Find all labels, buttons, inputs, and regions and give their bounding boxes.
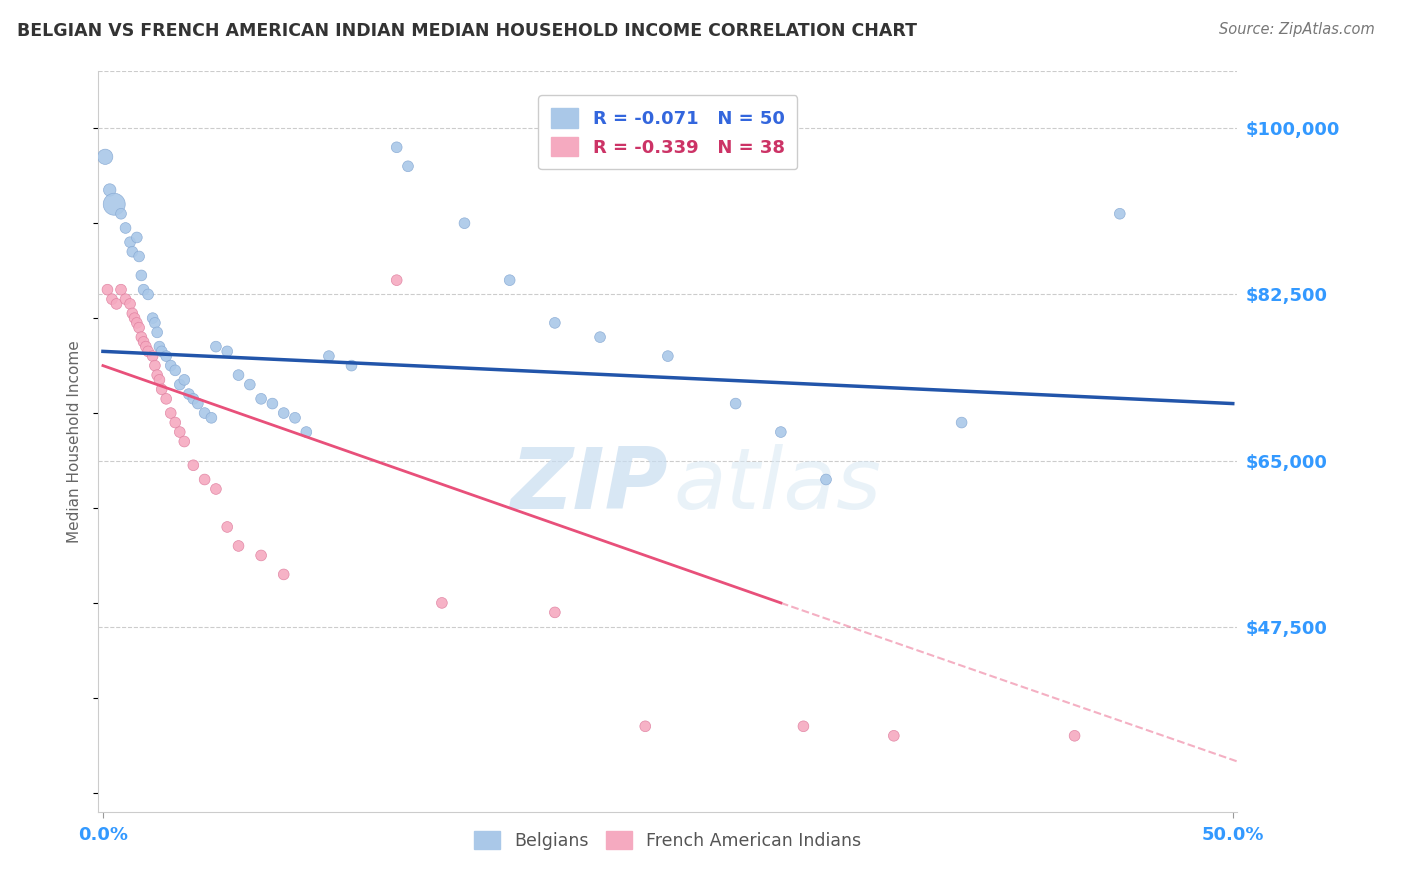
Text: ZIP: ZIP (510, 444, 668, 527)
Point (125, 230, 148, 244)
Point (385, 273, 408, 287)
Point (250, 549, 273, 563)
Point (169, 377, 191, 392)
Point (98, 183, 121, 197)
Point (124, 311, 146, 326)
Point (194, 473, 217, 487)
Text: Source: ZipAtlas.com: Source: ZipAtlas.com (1219, 22, 1375, 37)
Point (101, 292, 124, 306)
Point (132, 283, 155, 297)
Point (128, 250, 150, 264)
Point (239, 377, 262, 392)
Point (200, 410, 222, 425)
Point (177, 387, 200, 401)
Point (396, 159, 419, 173)
Point (105, 297, 128, 311)
Text: atlas: atlas (673, 444, 882, 527)
Point (132, 334, 155, 349)
Point (96, 283, 118, 297)
Point (155, 349, 177, 363)
Point (165, 416, 187, 430)
Point (110, 207, 132, 221)
Y-axis label: Median Household Income: Median Household Income (67, 340, 83, 543)
Point (159, 359, 181, 373)
Point (792, 719, 814, 733)
Point (634, 719, 657, 733)
Point (150, 382, 173, 396)
Point (385, 140, 408, 154)
Point (769, 425, 792, 439)
Point (194, 406, 217, 420)
Point (150, 344, 173, 359)
Point (146, 368, 169, 383)
Point (1063, 729, 1085, 743)
Point (262, 396, 284, 410)
Point (142, 349, 165, 363)
Point (183, 458, 205, 473)
Point (217, 344, 239, 359)
Point (273, 406, 295, 420)
Point (155, 392, 177, 406)
Point (544, 316, 567, 330)
Point (143, 316, 166, 330)
Point (110, 283, 132, 297)
Point (114, 221, 136, 235)
Point (159, 406, 181, 420)
Point (136, 344, 159, 359)
Point (148, 373, 170, 387)
Point (284, 410, 307, 425)
Point (136, 287, 159, 301)
Point (173, 434, 195, 449)
Point (589, 330, 612, 344)
Point (1108, 207, 1130, 221)
Point (340, 359, 363, 373)
Point (815, 473, 838, 487)
Point (205, 340, 228, 354)
Point (883, 729, 905, 743)
Point (103, 197, 125, 211)
Point (146, 326, 169, 340)
Point (94, 150, 117, 164)
Point (273, 567, 295, 582)
Point (657, 349, 679, 363)
Point (544, 606, 567, 620)
Point (950, 416, 973, 430)
Point (187, 396, 209, 410)
Point (295, 425, 318, 439)
Point (499, 273, 522, 287)
Point (131, 330, 153, 344)
Point (125, 316, 148, 330)
Point (121, 306, 143, 320)
Point (228, 368, 250, 383)
Point (131, 268, 153, 283)
Point (143, 359, 166, 373)
Point (217, 520, 239, 534)
Point (228, 539, 250, 553)
Point (183, 392, 205, 406)
Point (120, 235, 141, 250)
Point (121, 244, 143, 259)
Point (114, 292, 136, 306)
Point (135, 340, 157, 354)
Text: BELGIAN VS FRENCH AMERICAN INDIAN MEDIAN HOUSEHOLD INCOME CORRELATION CHART: BELGIAN VS FRENCH AMERICAN INDIAN MEDIAN… (17, 22, 917, 40)
Point (205, 482, 228, 496)
Point (142, 311, 165, 326)
Point (453, 216, 475, 230)
Point (128, 320, 150, 334)
Point (120, 297, 141, 311)
Point (169, 425, 191, 439)
Point (165, 363, 187, 377)
Point (173, 373, 195, 387)
Legend: Belgians, French American Indians: Belgians, French American Indians (465, 822, 870, 859)
Point (430, 596, 453, 610)
Point (250, 392, 273, 406)
Point (148, 340, 170, 354)
Point (318, 349, 340, 363)
Point (724, 396, 747, 410)
